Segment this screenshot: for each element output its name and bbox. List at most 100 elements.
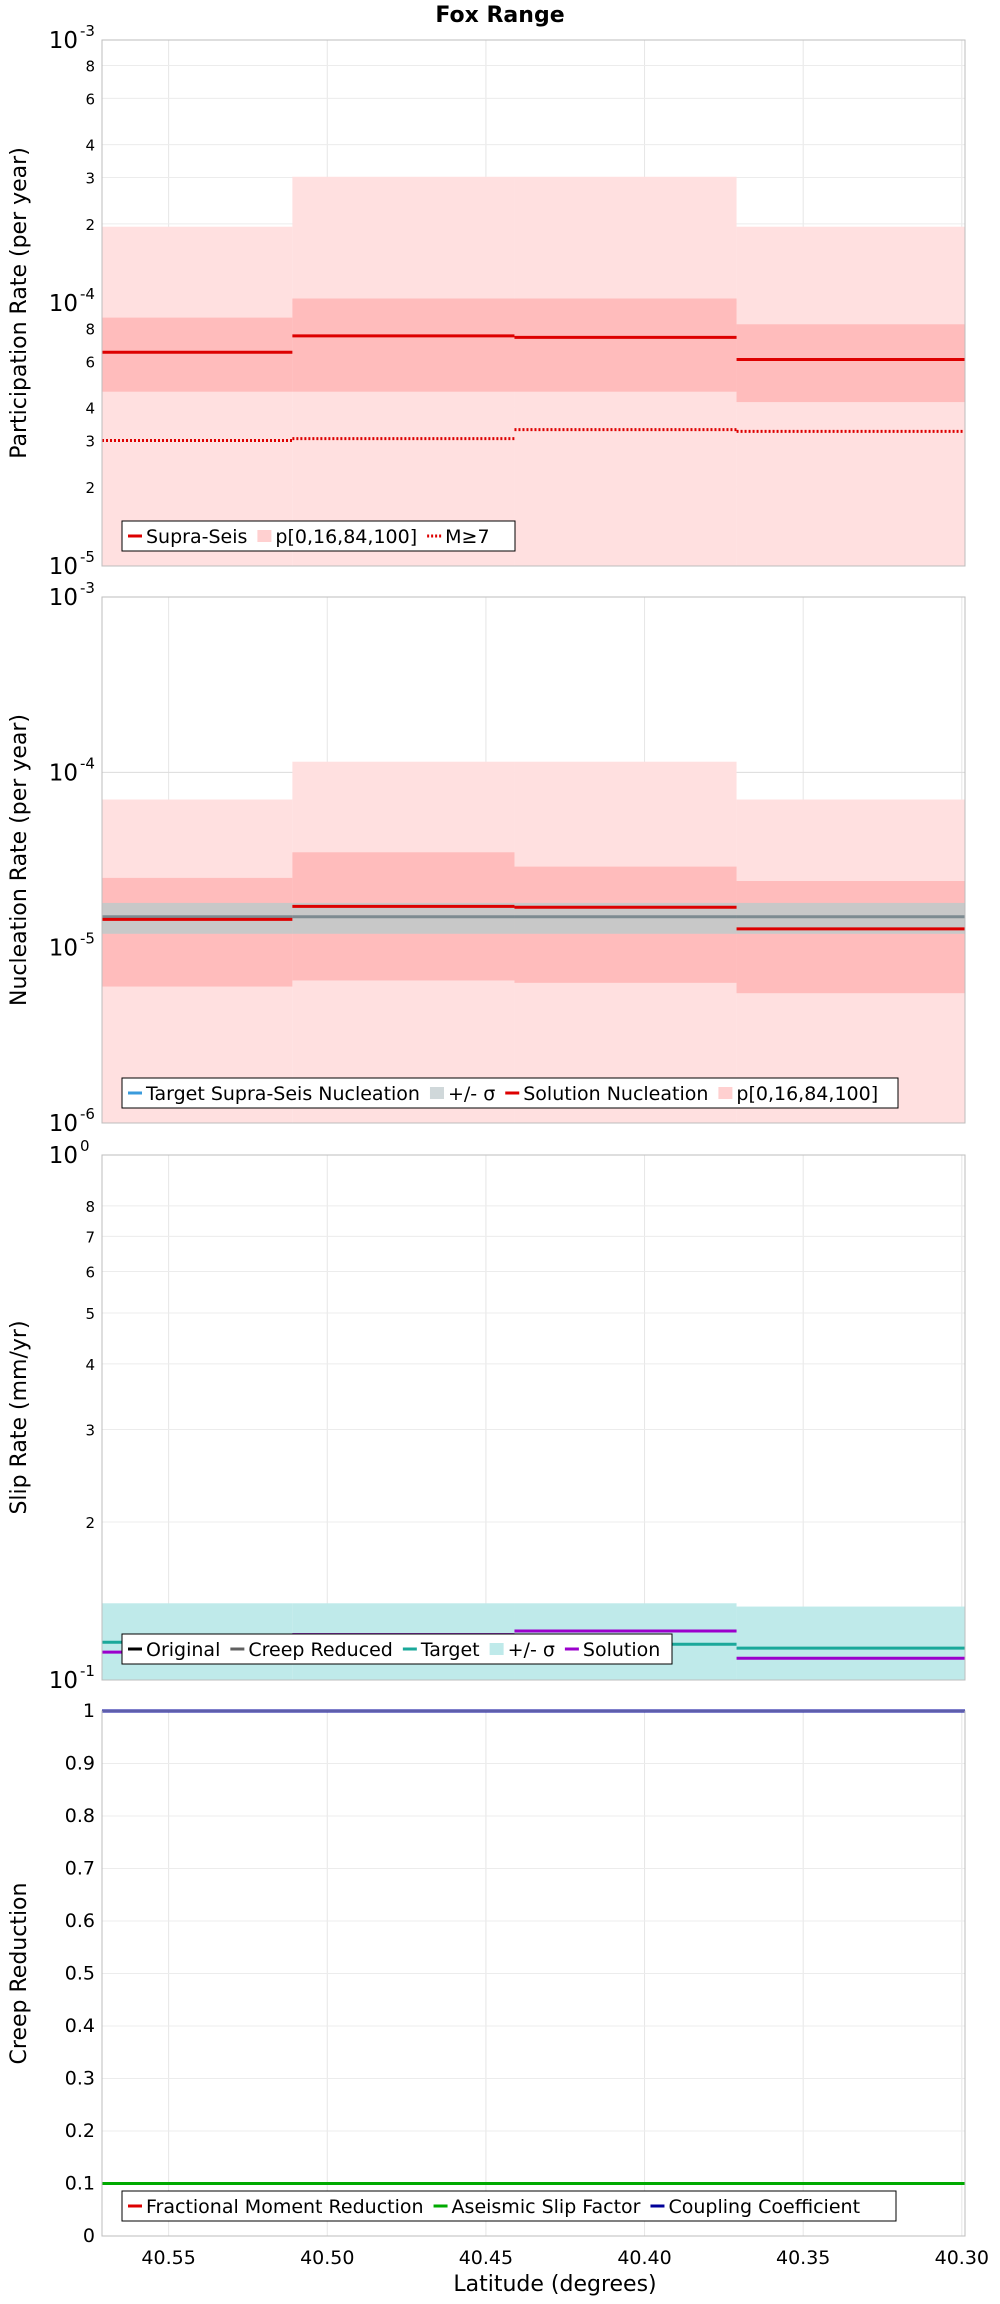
- legend-label: Supra-Seis: [146, 526, 247, 548]
- legend-label: p[0,16,84,100]: [736, 1083, 878, 1105]
- y-tick-label: 0.8: [65, 1805, 95, 1827]
- y-axis-label: Slip Rate (mm/yr): [7, 1320, 32, 1514]
- y-tick-label: 6: [85, 90, 95, 108]
- y-tick-label: 4: [85, 400, 95, 418]
- y-tick-label: 1: [83, 1700, 95, 1722]
- y-tick-exponent: -4: [80, 754, 95, 772]
- y-tick-label: 0.5: [65, 1963, 95, 1985]
- legend-label: Target Supra-Seis Nucleation: [145, 1083, 420, 1105]
- y-tick-exponent: -3: [80, 579, 95, 597]
- x-tick-label: 40.50: [300, 2247, 354, 2269]
- y-tick-exponent: 0: [80, 1137, 90, 1155]
- y-tick-label: 2: [85, 216, 95, 234]
- plot-frame: [101, 39, 966, 567]
- y-tick-label: 8: [85, 57, 95, 75]
- panel-4: 0 0.1 0.2 0.3 0.4 0.5 0.6 0.7 0.8 0.9 1 Creep Reduc…: [7, 1700, 966, 2247]
- band-1-segment: [736, 1606, 965, 1680]
- x-tick-label: 40.35: [776, 2247, 830, 2269]
- y-tick-label: 6: [85, 1263, 95, 1281]
- legend-swatch: [489, 1643, 504, 1655]
- legend-box: [121, 520, 516, 552]
- y-tick-label: 0.6: [65, 1910, 95, 1932]
- y-tick-label: 2: [85, 479, 95, 497]
- x-tick-label: 40.55: [141, 2247, 195, 2269]
- band-2-segment: [102, 317, 293, 392]
- y-axis-label: Nucleation Rate (per year): [7, 714, 32, 1006]
- y-tick-label: 10: [49, 1143, 78, 1169]
- y-tick-label: 10: [49, 28, 78, 54]
- legend-label: M≥7: [445, 526, 489, 548]
- y-tick-exponent: -3: [80, 22, 95, 40]
- plot-frame: [101, 1710, 966, 2237]
- y-tick-label: 7: [85, 1228, 95, 1246]
- y-axis-label: Participation Rate (per year): [7, 147, 32, 459]
- legend-swatch: [718, 1087, 733, 1099]
- y-tick-label: 8: [85, 1198, 95, 1216]
- y-tick-label: 5: [85, 1305, 95, 1323]
- x-tick-label: 40.45: [459, 2247, 513, 2269]
- y-tick-label: 10: [49, 1111, 78, 1137]
- y-tick-label: 0.4: [65, 2015, 95, 2037]
- y-tick-exponent: -6: [80, 1105, 95, 1123]
- y-tick-label: 10: [49, 291, 78, 317]
- y-tick-label: 0: [83, 2225, 95, 2247]
- legend-label: +/- σ: [508, 1639, 555, 1661]
- band-2-segment: [292, 298, 515, 392]
- band-2-segment: [736, 881, 965, 994]
- x-axis-label: Latitude (degrees): [453, 2272, 656, 2297]
- y-tick-label: 3: [85, 433, 95, 451]
- legend-swatch: [429, 1087, 444, 1099]
- y-tick-label: 0.1: [65, 2173, 95, 2195]
- legend-swatch: [257, 530, 272, 542]
- x-tick-label: 40.40: [617, 2247, 671, 2269]
- legend: Fractional Moment Reduction Aseismic Slip…: [121, 2190, 897, 2222]
- y-tick-exponent: -5: [80, 548, 95, 566]
- plot-frame: [101, 596, 966, 1124]
- x-tick-label: 40.30: [935, 2247, 989, 2269]
- plot-frame: [101, 1154, 966, 1681]
- band-2-segment: [514, 298, 737, 392]
- plot-area: [102, 1155, 965, 1680]
- y-axis-label: Creep Reduction: [7, 1883, 32, 2065]
- y-tick-label: 10: [49, 760, 78, 786]
- y-tick-label: 0.2: [65, 2120, 95, 2142]
- y-tick-label: 6: [85, 353, 95, 371]
- y-tick-label: 4: [85, 1356, 95, 1374]
- legend-label: Solution: [583, 1639, 660, 1661]
- y-tick-exponent: -1: [80, 1662, 95, 1680]
- y-tick-exponent: -4: [80, 285, 95, 303]
- legend-label: Target: [420, 1639, 480, 1661]
- y-tick-label: 4: [85, 137, 95, 155]
- y-tick-label: 8: [85, 320, 95, 338]
- y-tick-label: 3: [85, 170, 95, 188]
- legend-label: Creep Reduced: [248, 1639, 392, 1661]
- band-1-segment: [102, 226, 293, 567]
- y-tick-label: 2: [85, 1514, 95, 1532]
- y-tick-label: 0.9: [65, 1753, 95, 1775]
- y-tick-exponent: -5: [80, 930, 95, 948]
- band-3-segment: [292, 902, 515, 934]
- y-tick-label: 10: [49, 554, 78, 580]
- y-tick-label: 0.7: [65, 1858, 95, 1880]
- legend: Target Supra-Seis Nucleation +/- σ Solutio…: [121, 1077, 899, 1109]
- legend-box: [121, 1077, 899, 1109]
- legend-label: Coupling Coefficient: [668, 2196, 860, 2218]
- y-tick-label: 3: [85, 1422, 95, 1440]
- legend: Original Creep Reduced Target +/- σ Solution: [121, 1633, 673, 1665]
- legend-box: [121, 1633, 673, 1665]
- band-2-segment: [736, 324, 965, 403]
- legend-label: Solution Nucleation: [523, 1083, 708, 1105]
- y-tick-label: 10: [49, 1668, 78, 1694]
- y-tick-label: 10: [49, 585, 78, 611]
- y-tick-label: 0.3: [65, 2068, 95, 2090]
- chart-title: Fox Range: [435, 3, 564, 28]
- legend: Supra-Seis p[0,16,84,100] M≥7: [121, 520, 516, 552]
- legend-label: Aseismic Slip Factor: [452, 2196, 641, 2218]
- legend-label: Fractional Moment Reduction: [146, 2196, 424, 2218]
- legend-label: +/- σ: [448, 1083, 495, 1105]
